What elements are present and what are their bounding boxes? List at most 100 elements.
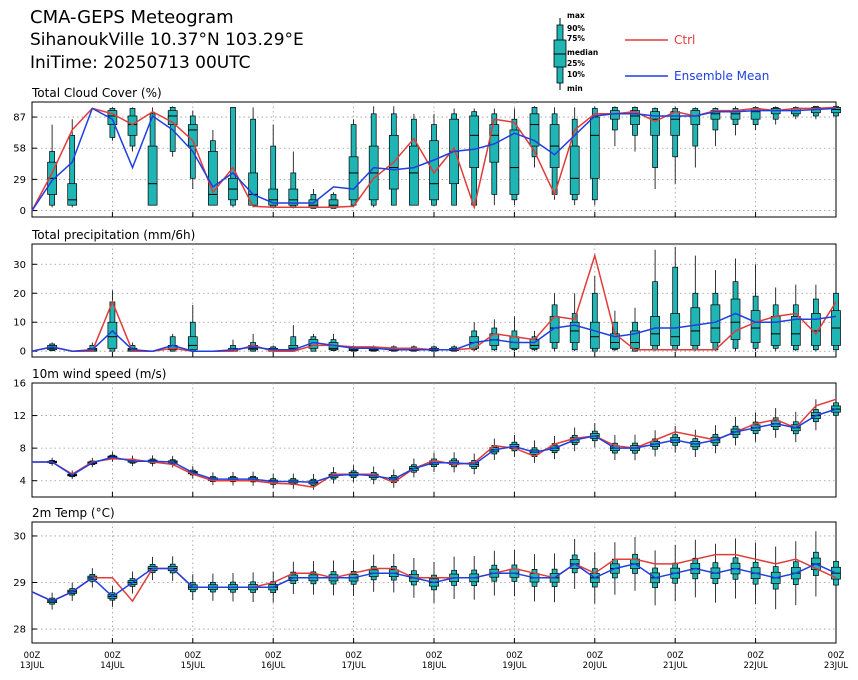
box-25-75 (429, 140, 439, 201)
panels: Total Cloud Cover (%) 0 29 58 87 Total precip… (13, 86, 848, 671)
ensemble-mean-line (32, 408, 837, 484)
box-25-75 (790, 316, 801, 346)
ensemble-box (670, 246, 681, 352)
panel-title: Total Cloud Cover (%) (31, 86, 162, 100)
box-25-75 (690, 110, 701, 125)
ensemble-box (690, 255, 701, 352)
box-series (47, 246, 841, 352)
x-tick-label: 19JUL (502, 661, 527, 671)
box-25-75 (730, 298, 741, 340)
y-tick-label: 29 (13, 578, 26, 589)
box-25-75 (288, 188, 299, 206)
x-tick-label: 00Z (747, 651, 764, 661)
ensemble-box (770, 408, 781, 438)
ensemble-box (248, 107, 258, 208)
header: CMA-GEPS Meteogram SihanoukVille 10.37°N… (30, 6, 304, 75)
x-axis-labels: 00Z13JUL00Z14JUL00Z15JUL00Z16JUL00Z17JUL… (20, 651, 849, 671)
panel-1: Total Cloud Cover (%) 0 29 58 87 (13, 86, 841, 218)
ensemble-box (650, 249, 660, 352)
ensemble-box (167, 106, 178, 157)
y-tick-label: 28 (13, 625, 26, 636)
key-label: median (567, 48, 598, 57)
chart-title: CMA-GEPS Meteogram (30, 7, 234, 28)
box-25-75 (348, 156, 359, 201)
x-tick-label: 00Z (828, 651, 845, 661)
box-25-75 (107, 321, 118, 349)
ensemble-mean-line (31, 312, 837, 352)
ensemble-box (268, 124, 279, 209)
ensemble-box (549, 293, 560, 352)
ensemble-box (569, 293, 580, 352)
mean-legend-label: Ensemble Mean (674, 69, 769, 83)
panel-title: Total precipitation (mm/6h) (31, 228, 195, 242)
box-25-75 (630, 330, 640, 349)
key-label: 90% (567, 24, 585, 33)
panel-title: 2m Temp (°C) (32, 506, 115, 520)
key-label: 75% (567, 34, 585, 43)
y-tick-label: 0 (20, 206, 26, 217)
x-tick-label: 15JUL (181, 661, 206, 671)
x-tick-label: 00Z (24, 651, 41, 661)
box-25-75 (831, 107, 841, 114)
ensemble-box (509, 316, 520, 352)
x-tick-label: 23JUL (824, 661, 849, 671)
x-tick-label: 00Z (667, 651, 684, 661)
box-25-75 (208, 151, 218, 206)
box-25-75 (409, 145, 419, 206)
box-series (47, 105, 841, 209)
ensemble-box (710, 107, 721, 147)
ensemble-box (127, 107, 138, 152)
box-25-75 (569, 321, 580, 343)
x-tick-label: 21JUL (663, 661, 688, 671)
ensemble-box (770, 106, 781, 125)
ctrl-line (32, 398, 837, 488)
x-tick-label: 20JUL (583, 661, 608, 671)
y-tick-label: 0 (20, 347, 26, 358)
box-25-75 (670, 111, 681, 136)
x-tick-label: 00Z (506, 651, 523, 661)
key-label: max (567, 11, 585, 20)
box-25-75 (589, 116, 600, 179)
y-tick-label: 30 (13, 531, 26, 542)
ensemble-box (670, 106, 681, 184)
ensemble-box (750, 106, 761, 130)
ensemble-box (288, 325, 299, 352)
box-25-75 (328, 199, 339, 208)
ensemble-box (187, 304, 198, 352)
ensemble-mean-line (31, 562, 837, 602)
box-10-90 (230, 107, 236, 206)
y-tick-label: 58 (13, 144, 26, 155)
x-tick-label: 00Z (586, 651, 603, 661)
ensemble-box (248, 333, 258, 352)
box-25-75 (167, 110, 178, 125)
panel-2: Total precipitation (mm/6h) 0 10 20 30 (13, 228, 841, 358)
box-25-75 (569, 145, 580, 195)
box-25-75 (770, 316, 781, 346)
box-25-75 (710, 304, 721, 343)
y-tick-label: 8 (20, 444, 26, 455)
ensemble-box (509, 108, 520, 206)
ensemble-box (228, 107, 238, 208)
ensemble-box (529, 106, 540, 168)
x-tick-label: 16JUL (261, 661, 286, 671)
box-25-75 (650, 111, 660, 136)
box-10-90 (169, 336, 176, 352)
x-tick-label: 00Z (104, 651, 121, 661)
ensemble-box (610, 106, 620, 147)
ensemble-box (569, 107, 580, 206)
box-25-75 (690, 307, 701, 346)
y-tick-label: 30 (13, 260, 26, 271)
ensemble-box (288, 151, 299, 209)
ensemble-box (208, 129, 218, 206)
ensemble-box (790, 284, 801, 352)
init-time-label: IniTime: 20250713 00UTC (30, 53, 251, 73)
ensemble-box (589, 275, 600, 352)
box-25-75 (469, 115, 480, 168)
ensemble-box (409, 113, 419, 206)
box-25-75 (529, 113, 540, 147)
ensemble-box (710, 270, 721, 352)
box-25-75 (187, 336, 198, 351)
ensemble-box (589, 106, 600, 206)
y-tick-label: 29 (13, 175, 26, 186)
